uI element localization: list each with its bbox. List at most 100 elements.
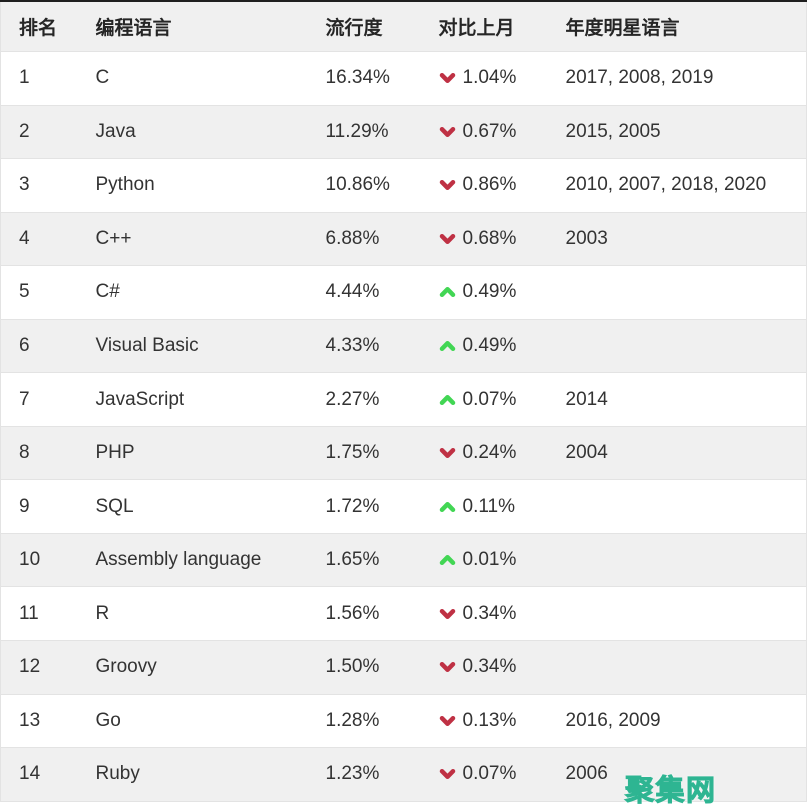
star-years-cell [547,586,807,642]
change-value: 0.07% [462,763,517,785]
down-arrow-icon [439,126,455,137]
change-cell: 0.01% [420,533,548,588]
table-row: 14 Ruby 1.23% 0.07% 2006 [0,747,807,802]
table-row: 4 C++ 6.88% 0.68% 2003 [0,212,807,267]
language-cell: JavaScript [77,372,308,427]
language-cell: Java [77,105,308,160]
language-cell: C [77,51,308,106]
rank-cell: 13 [0,694,78,749]
table-row: 13 Go 1.28% 0.13% 2016, 2009 [0,694,807,749]
popularity-cell: 10.86% [307,158,421,213]
table-row: 2 Java 11.29% 0.67% 2015, 2005 [0,105,807,160]
language-cell: Visual Basic [77,319,308,374]
up-arrow-icon [439,340,455,352]
table-row: 8 PHP 1.75% 0.24% 2004 [0,426,807,481]
down-arrow-icon [439,73,455,84]
header-change: 对比上月 [420,1,548,52]
change-value: 0.34% [462,602,517,624]
popularity-cell: 16.34% [307,51,421,106]
rank-cell: 3 [0,158,78,213]
popularity-cell: 4.33% [307,319,421,374]
table-row: 9 SQL 1.72% 0.11% [0,479,807,534]
language-cell: Ruby [77,747,308,802]
star-years-cell [547,533,807,588]
change-cell: 0.34% [420,640,548,695]
language-cell: Groovy [77,640,308,695]
table-row: 12 Groovy 1.50% 0.34% [0,640,807,695]
change-value: 0.49% [462,281,517,303]
change-value: 0.34% [462,656,517,678]
star-years-cell [547,265,807,320]
popularity-cell: 6.88% [307,212,421,267]
popularity-cell: 2.27% [307,372,421,427]
header-language: 编程语言 [77,1,308,52]
star-years-cell: 2010, 2007, 2018, 2020 [547,158,807,213]
star-years-cell [547,640,807,695]
popularity-cell: 1.72% [307,479,421,534]
change-value: 0.11% [462,495,515,517]
change-cell: 0.86% [420,158,548,213]
down-arrow-icon [439,662,455,673]
down-arrow-icon [439,608,455,619]
table-row: 10 Assembly language 1.65% 0.01% [0,533,807,588]
rank-cell: 10 [0,533,78,588]
rank-cell: 12 [0,640,78,695]
change-value: 0.13% [462,709,517,731]
down-arrow-icon [439,769,455,780]
rank-cell: 1 [0,51,78,106]
change-cell: 0.49% [420,319,548,374]
language-cell: Assembly language [77,533,308,588]
popularity-cell: 1.56% [307,586,421,642]
change-value: 0.67% [462,120,517,142]
change-value: 0.68% [462,227,517,249]
star-years-cell [547,319,807,374]
change-cell: 0.68% [420,212,548,267]
popularity-cell: 1.28% [307,694,421,749]
language-cell: PHP [77,426,308,481]
change-cell: 0.34% [420,586,548,642]
header-row: 排名 编程语言 流行度 对比上月 年度明星语言 [0,1,807,52]
change-value: 0.07% [462,388,517,410]
change-cell: 0.11% [420,479,548,534]
up-arrow-icon [439,501,455,512]
watermark: 聚集网 [625,775,717,808]
language-cell: R [77,586,308,642]
change-cell: 0.67% [420,105,548,160]
star-years-cell: 2017, 2008, 2019 [547,51,807,106]
rank-cell: 14 [0,747,78,802]
table-body: 1 C 16.34% 1.04% 2017, 2008, 2019 2 Java… [0,51,807,802]
star-years-cell: 2016, 2009 [547,694,807,749]
down-arrow-icon [439,448,455,459]
language-cell: C++ [77,212,308,267]
rank-cell: 8 [0,426,78,481]
table-row: 3 Python 10.86% 0.86% 2010, 2007, 2018, … [0,158,807,213]
popularity-cell: 1.50% [307,640,421,695]
popularity-cell: 1.65% [307,533,421,588]
star-years-cell: 2014 [547,372,807,427]
down-arrow-icon [439,180,455,191]
change-cell: 0.07% [420,372,548,427]
popularity-cell: 1.75% [307,426,421,481]
header-rank: 排名 [0,1,78,52]
table-row: 11 R 1.56% 0.34% [0,586,807,642]
change-value: 0.01% [462,549,517,571]
language-cell: Go [77,694,308,749]
table-row: 7 JavaScript 2.27% 0.07% 2014 [0,372,807,427]
rank-cell: 7 [0,372,78,427]
rank-cell: 6 [0,319,78,374]
table-header: 排名 编程语言 流行度 对比上月 年度明星语言 [0,1,807,52]
star-years-cell [547,479,807,534]
rank-cell: 9 [0,479,78,534]
change-cell: 1.04% [420,51,548,106]
change-cell: 0.24% [420,426,548,481]
popularity-cell: 11.29% [307,105,421,160]
table-row: 1 C 16.34% 1.04% 2017, 2008, 2019 [0,51,807,106]
up-arrow-icon [439,394,455,405]
change-value: 0.49% [462,335,517,356]
language-cell: SQL [77,479,308,534]
header-popularity: 流行度 [307,1,421,52]
star-years-cell: 2015, 2005 [547,105,807,160]
up-arrow-icon [439,555,455,566]
change-value: 0.86% [462,174,517,196]
star-years-cell: 2003 [547,212,807,267]
